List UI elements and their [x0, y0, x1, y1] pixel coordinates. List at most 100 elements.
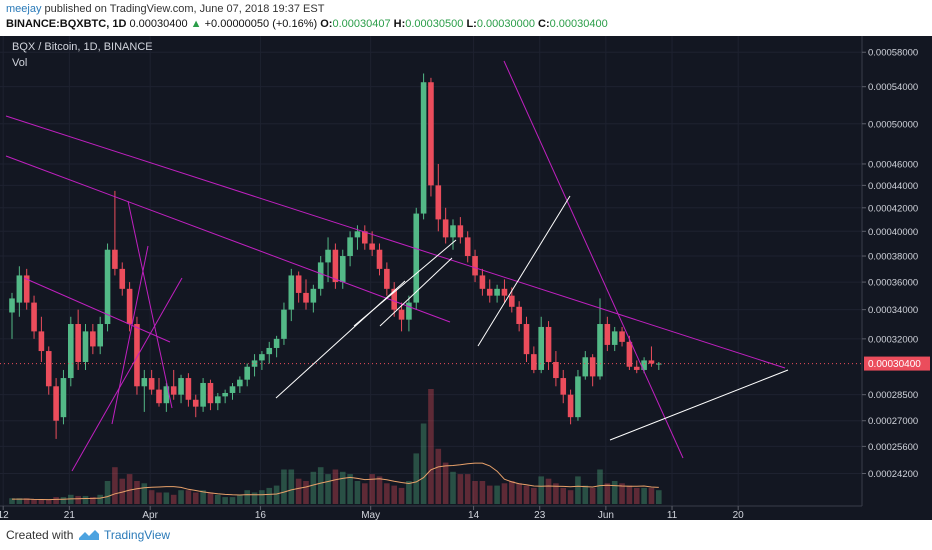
publish-line: meejay published on TradingView.com, Jun… — [6, 3, 324, 15]
candle-body — [582, 357, 589, 377]
candle-body — [545, 326, 552, 362]
candle-body — [406, 302, 412, 320]
volume-bar — [486, 485, 493, 504]
candle-body — [119, 268, 126, 289]
volume-bar — [9, 498, 15, 504]
volume-bar — [112, 467, 118, 504]
candle-body — [303, 292, 309, 303]
candle-body — [16, 275, 23, 303]
volume-legend-label: Vol — [12, 57, 27, 69]
volume-bar — [626, 485, 633, 504]
symbol-label: BINANCE:BQXBTC, 1D — [6, 18, 127, 30]
candle-body — [215, 396, 221, 404]
volume-bar — [354, 481, 361, 504]
author-link[interactable]: meejay — [6, 3, 42, 15]
candle-body — [626, 341, 633, 367]
trendline-1[interactable] — [5, 115, 786, 369]
support-line-3[interactable] — [379, 257, 453, 327]
volume-bar — [60, 497, 67, 504]
volume-bar — [472, 481, 478, 504]
volume-bar — [310, 471, 317, 504]
candle-body — [288, 275, 295, 310]
volume-bar — [259, 490, 265, 504]
volume-bar — [266, 487, 273, 504]
volume-bar — [384, 483, 390, 504]
trendline-2[interactable] — [5, 155, 451, 323]
chart-header: meejay published on TradingView.com, Jun… — [0, 0, 932, 36]
candle-body — [38, 331, 45, 352]
candle-body — [45, 351, 52, 387]
candle-body — [339, 256, 346, 283]
volume-bar — [23, 498, 30, 504]
price-axis[interactable] — [862, 36, 932, 506]
candle-body — [112, 249, 118, 269]
volume-bar — [516, 483, 522, 504]
support-line-1[interactable] — [275, 280, 406, 399]
volume-bar — [641, 487, 647, 504]
last-price: 0.00030400 — [129, 18, 188, 30]
open-value: 0.00030407 — [332, 18, 391, 30]
volume-bar — [288, 469, 295, 504]
volume-bar — [501, 483, 508, 504]
candle-body — [259, 354, 265, 361]
candle-body — [376, 249, 383, 269]
support-line-5[interactable] — [609, 369, 789, 441]
volume-bar — [178, 490, 184, 504]
candle-body — [9, 298, 15, 313]
candle-body — [648, 360, 655, 364]
candle-body — [75, 324, 81, 362]
volume-bar — [207, 492, 214, 504]
candle-body — [104, 249, 111, 325]
trendline-7[interactable] — [503, 60, 684, 459]
candle-body — [479, 275, 486, 289]
candle-body — [597, 324, 603, 377]
open-label: O: — [320, 18, 333, 30]
volume-bar — [90, 497, 96, 504]
volume-bar — [156, 492, 162, 504]
volume-bar — [215, 494, 221, 504]
volume-bar — [251, 492, 258, 504]
volume-bar — [567, 490, 574, 504]
candle-body — [156, 389, 162, 404]
price-chart[interactable]: 0.00058000 0.00054000 0.00050000 0.00046000… — [0, 36, 932, 520]
trendline-drawings — [5, 60, 789, 472]
volume-bar — [604, 483, 611, 504]
candle-body — [516, 306, 522, 325]
volume-bar — [126, 474, 133, 504]
price-tick-label: 0.00034000 — [868, 305, 918, 316]
last-price-tag — [864, 356, 930, 371]
volume-bar — [229, 497, 236, 504]
price-tick-label: 0.00058000 — [868, 48, 918, 59]
tradingview-logo-icon[interactable] — [78, 528, 100, 547]
support-line-4[interactable] — [477, 195, 571, 347]
price-tick-label: 0.00050000 — [868, 119, 918, 130]
volume-bar — [119, 478, 126, 504]
trendline-6[interactable] — [127, 200, 173, 409]
trendline-5[interactable] — [111, 245, 149, 425]
candle-body — [435, 185, 442, 220]
candle-body — [420, 82, 427, 214]
publish-info: published on TradingView.com, June 07, 2… — [44, 3, 325, 15]
support-line-2[interactable] — [353, 239, 457, 327]
volume-bar — [420, 423, 427, 504]
volume-bar — [53, 497, 59, 504]
trendline-4[interactable] — [71, 277, 183, 472]
close-label: C: — [538, 18, 550, 30]
candle-body — [553, 361, 559, 379]
volume-bar — [575, 476, 581, 504]
candle-body — [398, 309, 405, 320]
volume-bar — [479, 481, 486, 504]
volume-bar — [376, 476, 383, 504]
candle-body — [317, 262, 324, 289]
trendline-3[interactable] — [23, 277, 171, 343]
chart-area[interactable]: 0.00058000 0.00054000 0.00050000 0.00046000… — [0, 36, 932, 520]
candle-body — [464, 237, 471, 257]
price-tick-label: 0.00044000 — [868, 181, 918, 192]
volume-bar — [192, 492, 199, 504]
volume-bar — [435, 448, 442, 504]
tradingview-link[interactable]: TradingView — [104, 528, 171, 542]
volume-bar — [185, 490, 192, 504]
candle-body — [170, 386, 177, 395]
candle-body — [494, 288, 500, 296]
candle-body — [619, 331, 625, 342]
